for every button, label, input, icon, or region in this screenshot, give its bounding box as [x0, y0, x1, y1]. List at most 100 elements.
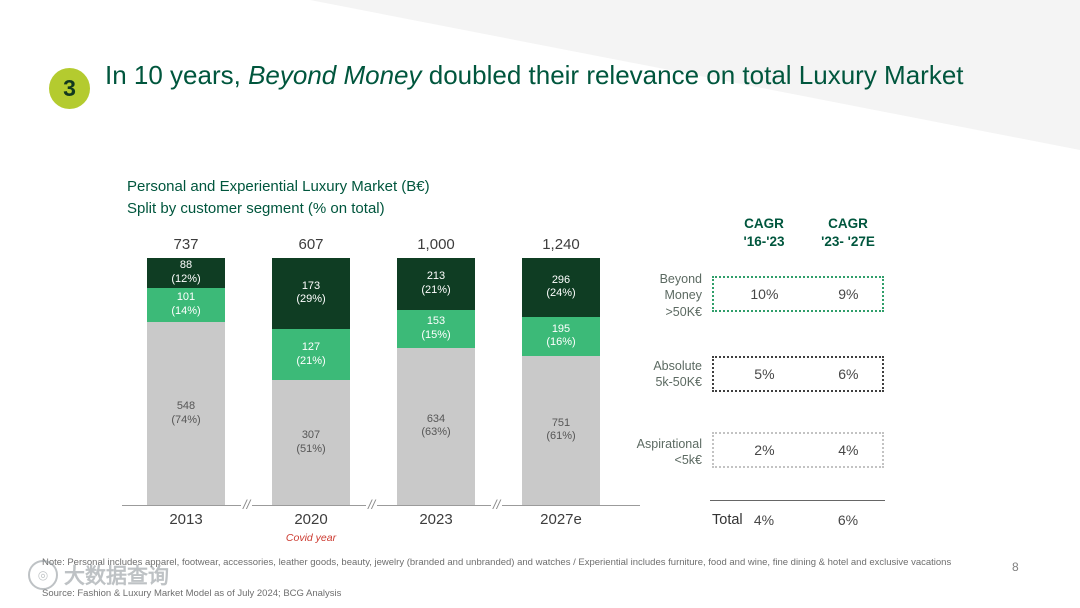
cagr-value: 5%	[754, 366, 775, 382]
cagr-col1-header-line1: CAGR	[744, 216, 784, 231]
segment-value: 634	[426, 412, 446, 425]
bar-segment-aspirational: 751 (61%)	[522, 355, 600, 505]
segment-pct: (21%)	[421, 284, 451, 297]
segment-pct: (15%)	[421, 329, 451, 342]
segment-value: 153	[426, 315, 446, 328]
bar-segment-absolute: 153 (15%)	[397, 310, 475, 348]
segment-value: 307	[301, 428, 321, 441]
x-label-2020: 2020	[294, 511, 328, 528]
x-label-2023: 2023	[419, 511, 453, 528]
cagr-box-beyond-money: 10% 9%	[712, 276, 884, 312]
segment-value: 213	[426, 270, 446, 283]
bar-segment-beyond-money: 173 (29%)	[272, 258, 350, 329]
segment-value: 296	[551, 273, 571, 286]
segment-value: 101	[176, 291, 196, 304]
slide-title-pre: In 10 years,	[105, 60, 249, 90]
segment-pct: (21%)	[296, 354, 326, 367]
label-line: Beyond	[659, 272, 702, 286]
cagr-col2-header-line1: CAGR	[828, 216, 868, 231]
covid-year-annotation: Covid year	[285, 532, 337, 544]
segment-value: 195	[551, 322, 571, 335]
cagr-value: 2%	[754, 442, 775, 458]
bar-segment-beyond-money: 296 (24%)	[522, 258, 600, 317]
chart-subtitle: Split by customer segment (% on total)	[127, 199, 385, 217]
segment-pct: (24%)	[546, 287, 576, 300]
cagr-value: 9%	[838, 286, 859, 302]
bar-group-2020: 607 173 (29%) 127 (21%) 307 (51%)	[272, 234, 350, 505]
segment-value: 127	[301, 340, 321, 353]
cagr-box-absolute: 5% 6%	[712, 356, 884, 392]
chart-title: Personal and Experiential Luxury Market …	[127, 178, 430, 195]
cagr-col1-header: CAGR '16-'23	[722, 215, 806, 251]
stacked-bar: 213 (21%) 153 (15%) 634 (63%)	[397, 258, 475, 505]
bar-total-label: 607	[298, 236, 324, 253]
segment-value: 751	[551, 416, 571, 429]
axis-break-icon: //	[241, 497, 253, 512]
cagr-box-aspirational: 2% 4%	[712, 432, 884, 468]
cagr-col1-header-line2: '16-'23	[743, 234, 785, 250]
label-line: >50K€	[665, 304, 703, 319]
x-axis-line	[122, 505, 640, 506]
label-line: Absolute	[653, 359, 702, 373]
bar-group-2013: 737 88 (12%) 101 (14%) 548 (74%)	[147, 234, 225, 505]
cagr-value: 10%	[750, 286, 779, 302]
segment-pct: (61%)	[546, 430, 576, 443]
cagr-value: 6%	[838, 366, 859, 382]
segment-value: 548	[176, 399, 196, 412]
page-number: 8	[1012, 560, 1019, 574]
bar-segment-beyond-money: 88 (12%)	[147, 258, 225, 288]
bar-group-2023: 1,000 213 (21%) 153 (15%) 634 (63%)	[397, 234, 475, 505]
segment-pct: (63%)	[421, 426, 451, 439]
segment-label-aspirational: Aspirational <5k€	[612, 436, 702, 469]
chart-title-block: Personal and Experiential Luxury Market …	[127, 176, 430, 220]
total-cagr-2: 6%	[837, 512, 859, 528]
cagr-value: 4%	[838, 442, 859, 458]
watermark: ◎ 大数据查询	[28, 560, 169, 590]
cagr-col2-header: CAGR '23- '27E	[806, 215, 890, 251]
segment-pct: (16%)	[546, 336, 576, 349]
axis-break-icon: //	[366, 497, 378, 512]
total-divider	[710, 500, 885, 501]
segment-pct: (74%)	[171, 413, 201, 426]
axis-break-icon: //	[491, 497, 503, 512]
slide-title-post: doubled their relevance on total Luxury …	[421, 60, 964, 90]
watermark-logo-icon: ◎	[28, 560, 58, 590]
bar-total-label: 1,000	[417, 236, 455, 253]
slide-title-italic: Beyond Money	[248, 60, 422, 90]
bar-total-label: 1,240	[542, 236, 580, 253]
segment-value: 88	[179, 259, 193, 272]
source-line: Source: Fashion & Luxury Market Model as…	[42, 588, 342, 599]
bar-group-2027e: 1,240 296 (24%) 195 (16%) 751 (61%)	[522, 234, 600, 505]
stacked-bar: 173 (29%) 127 (21%) 307 (51%)	[272, 258, 350, 505]
segment-pct: (51%)	[296, 442, 326, 455]
segment-pct: (14%)	[171, 304, 201, 317]
stacked-bar: 88 (12%) 101 (14%) 548 (74%)	[147, 258, 225, 505]
slide-title: In 10 years, Beyond Money doubled their …	[105, 58, 1005, 92]
bar-segment-aspirational: 307 (51%)	[272, 380, 350, 505]
slide-number-badge: 3	[49, 68, 90, 109]
bar-segment-beyond-money: 213 (21%)	[397, 258, 475, 311]
total-label: Total	[712, 512, 743, 528]
cagr-col2-header-line2: '23- '27E	[821, 234, 875, 250]
segment-label-absolute: Absolute 5k-50K€	[612, 358, 702, 391]
footnote: Note: Personal includes apparel, footwea…	[42, 557, 952, 568]
bar-segment-aspirational: 634 (63%)	[397, 347, 475, 505]
total-cagr-1: 4%	[753, 512, 775, 528]
bar-segment-absolute: 101 (14%)	[147, 287, 225, 323]
watermark-text: 大数据查询	[64, 565, 169, 588]
x-label-2013: 2013	[169, 511, 203, 528]
segment-value: 173	[301, 279, 321, 292]
bar-total-label: 737	[173, 236, 199, 253]
bar-segment-aspirational: 548 (74%)	[147, 322, 225, 505]
bar-segment-absolute: 127 (21%)	[272, 328, 350, 381]
bar-segment-absolute: 195 (16%)	[522, 316, 600, 356]
segment-label-beyond-money: Beyond Money >50K€	[612, 271, 702, 320]
x-label-2027e: 2027e	[540, 511, 582, 528]
label-line: 5k-50K€	[655, 375, 702, 390]
label-line: Aspirational	[636, 437, 702, 451]
label-line: <5k€	[674, 453, 702, 468]
stacked-bar: 296 (24%) 195 (16%) 751 (61%)	[522, 258, 600, 505]
label-line: Money	[664, 288, 702, 303]
segment-pct: (29%)	[296, 293, 326, 306]
